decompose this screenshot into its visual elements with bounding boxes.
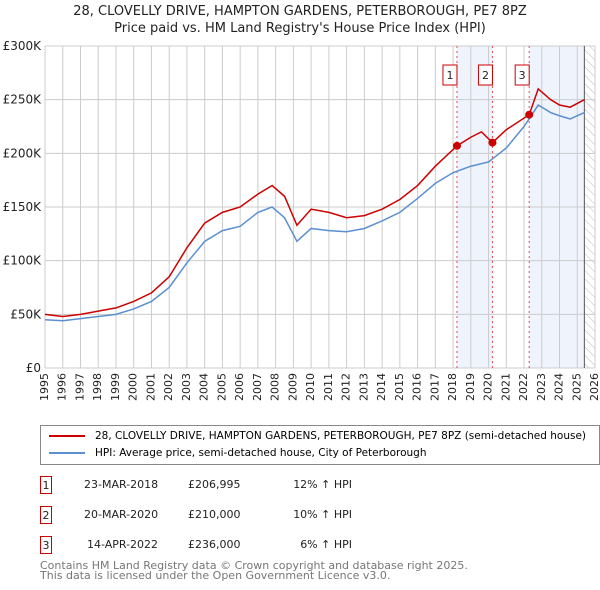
x-tick-label: 1998 bbox=[91, 373, 104, 401]
x-tick-label: 1995 bbox=[38, 373, 51, 401]
legend-item-property: 28, CLOVELLY DRIVE, HAMPTON GARDENS, PET… bbox=[49, 430, 586, 442]
sale-date: 14-APR-2022 bbox=[87, 538, 159, 551]
x-tick-label: 2002 bbox=[162, 373, 175, 401]
x-tick-label: 2008 bbox=[269, 373, 282, 401]
x-tick-label: 2001 bbox=[144, 373, 157, 401]
x-tick-label: 2014 bbox=[375, 373, 388, 401]
price-chart: 1995 1996 1997 1998 1999 2000 2001 2002 2003 2004… bbox=[3, 39, 600, 401]
sale-point bbox=[452, 141, 461, 150]
x-tick-label: 2003 bbox=[180, 373, 193, 401]
sale-price: £206,995 bbox=[188, 478, 241, 491]
sale-hpi-diff: 10% ↑ HPI bbox=[293, 508, 352, 521]
sale-price: £210,000 bbox=[188, 508, 241, 521]
sale-label: 3 bbox=[519, 69, 526, 82]
legend-swatch bbox=[49, 452, 85, 454]
sale-badge: 1 bbox=[40, 476, 52, 494]
footer-line: This data is licensed under the Open Gov… bbox=[40, 569, 391, 582]
x-tick-label: 2022 bbox=[517, 373, 530, 401]
x-tick-label: 2013 bbox=[357, 373, 370, 401]
x-tick-label: 2019 bbox=[464, 373, 477, 401]
legend: 28, CLOVELLY DRIVE, HAMPTON GARDENS, PET… bbox=[40, 425, 600, 465]
x-tick-label: 2025 bbox=[570, 373, 583, 401]
x-tick-label: 2026 bbox=[588, 373, 600, 401]
x-tick-label: 2011 bbox=[322, 373, 335, 401]
sale-point bbox=[525, 110, 534, 119]
x-tick-label: 2000 bbox=[127, 373, 140, 401]
footer-line: Contains HM Land Registry data © Crown c… bbox=[40, 559, 468, 572]
x-tick-label: 2023 bbox=[535, 373, 548, 401]
y-tick-label: £50K bbox=[10, 307, 42, 321]
series-line bbox=[44, 87, 585, 318]
y-tick-label: £300K bbox=[3, 39, 43, 53]
sale-label-box bbox=[442, 64, 458, 86]
sale-label-box bbox=[514, 64, 530, 86]
sale-badge: 2 bbox=[40, 506, 52, 524]
chart-title: 28, CLOVELLY DRIVE, HAMPTON GARDENS, PET… bbox=[73, 4, 527, 19]
x-tick-label: 2016 bbox=[411, 373, 424, 401]
sale-row: 1 23-MAR-2018 £206,995 12% ↑ HPI bbox=[40, 476, 440, 494]
y-tick-label: £250K bbox=[3, 93, 43, 107]
x-tick-label: 2012 bbox=[340, 373, 353, 401]
x-tick-label: 2004 bbox=[198, 373, 211, 401]
legend-label: 28, CLOVELLY DRIVE, HAMPTON GARDENS, PET… bbox=[95, 430, 586, 442]
sale-date: 23-MAR-2018 bbox=[84, 478, 159, 491]
x-tick-label: 2024 bbox=[553, 373, 566, 401]
legend-label: HPI: Average price, semi-detached house,… bbox=[95, 447, 427, 459]
sale-point bbox=[488, 138, 497, 147]
x-tick-label: 1996 bbox=[56, 373, 69, 401]
x-tick-label: 2006 bbox=[233, 373, 246, 401]
sale-badge: 3 bbox=[40, 536, 52, 554]
x-tick-label: 2005 bbox=[215, 373, 228, 401]
sale-price: £236,000 bbox=[188, 538, 241, 551]
x-tick-label: 2018 bbox=[446, 373, 459, 401]
legend-item-hpi: HPI: Average price, semi-detached house,… bbox=[49, 447, 427, 459]
chart-subtitle: Price paid vs. HM Land Registry's House … bbox=[114, 21, 486, 36]
x-tick-label: 2010 bbox=[304, 373, 317, 401]
x-tick-label: 2007 bbox=[251, 373, 264, 401]
sale-hpi-diff: 6% ↑ HPI bbox=[300, 538, 352, 551]
y-tick-label: £100K bbox=[3, 254, 43, 268]
y-tick-label: £150K bbox=[3, 200, 43, 214]
sale-label: 2 bbox=[482, 69, 489, 82]
sale-label: 1 bbox=[446, 69, 453, 82]
x-tick-label: 1997 bbox=[73, 373, 86, 401]
series-line bbox=[44, 104, 585, 322]
sale-hpi-diff: 12% ↑ HPI bbox=[293, 478, 352, 491]
y-tick-label: £0 bbox=[26, 361, 41, 375]
footer: Contains HM Land Registry data © Crown c… bbox=[40, 559, 468, 582]
x-tick-label: 2020 bbox=[482, 373, 495, 401]
x-tick-label: 2009 bbox=[286, 373, 299, 401]
x-tick-label: 2017 bbox=[428, 373, 441, 401]
legend-swatch bbox=[49, 435, 85, 437]
sale-row: 3 14-APR-2022 £236,000 6% ↑ HPI bbox=[40, 536, 440, 554]
sale-row: 2 20-MAR-2020 £210,000 10% ↑ HPI bbox=[40, 506, 440, 524]
y-tick-label: £200K bbox=[3, 146, 43, 160]
sale-date: 20-MAR-2020 bbox=[84, 508, 159, 521]
sale-label-box bbox=[477, 64, 493, 86]
x-tick-label: 1999 bbox=[109, 373, 122, 401]
x-tick-label: 2021 bbox=[499, 373, 512, 401]
x-tick-label: 2015 bbox=[393, 373, 406, 401]
